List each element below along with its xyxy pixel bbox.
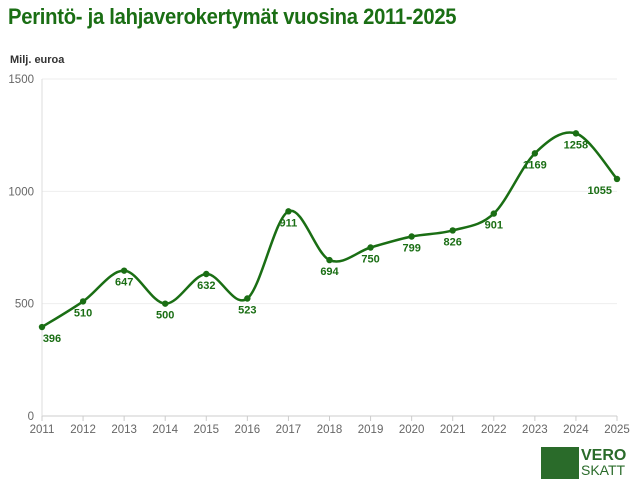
logo-text-skatt: SKATT — [581, 462, 626, 478]
data-point — [613, 175, 621, 183]
data-point — [244, 295, 251, 302]
data-point — [120, 267, 128, 274]
x-tick-label: 2016 — [235, 424, 261, 436]
data-point — [79, 298, 87, 305]
data-label: 1169 — [523, 159, 547, 171]
data-label: 396 — [43, 333, 61, 345]
data-label: 510 — [74, 307, 92, 319]
logo-text-vero: VERO — [581, 447, 627, 464]
x-tick-label: 2014 — [152, 424, 178, 436]
data-label: 901 — [485, 220, 503, 232]
data-label: 647 — [115, 277, 133, 289]
y-axis-label: Milj. euroa — [10, 54, 65, 66]
data-point — [285, 208, 292, 215]
data-point — [449, 227, 456, 234]
vero-skatt-logo: VERO SKATT — [541, 447, 626, 479]
y-tick-label: 500 — [15, 299, 34, 311]
series-line — [41, 131, 618, 329]
x-tick-label: 2025 — [604, 424, 630, 436]
data-point — [531, 150, 539, 157]
y-tick-label: 0 — [28, 411, 34, 423]
x-tick-label: 2019 — [358, 424, 384, 436]
data-label: 1055 — [588, 185, 612, 197]
x-tick-label: 2018 — [317, 424, 343, 436]
data-point — [490, 210, 497, 217]
x-tick-label: 2021 — [440, 424, 466, 436]
data-label: 500 — [156, 310, 174, 322]
x-tick-label: 2022 — [481, 424, 507, 436]
data-label: 694 — [320, 266, 339, 278]
x-tick-label: 2024 — [563, 424, 589, 436]
data-label: 632 — [197, 280, 215, 292]
data-label: 911 — [280, 217, 298, 229]
y-tick-label: 1000 — [8, 186, 34, 198]
x-tick-label: 2012 — [70, 424, 96, 436]
data-point — [408, 233, 415, 240]
x-tick-label: 2017 — [276, 424, 302, 436]
chart-title: Perintö- ja lahjaverokertymät vuosina 20… — [8, 4, 457, 29]
data-label: 1258 — [564, 139, 588, 151]
x-tick-label: 2013 — [111, 424, 137, 436]
data-point — [38, 323, 46, 331]
data-point — [572, 130, 580, 137]
data-point — [367, 244, 374, 251]
y-tick-label: 1500 — [8, 74, 34, 86]
data-point — [162, 300, 169, 307]
logo-emblem-icon — [541, 447, 579, 479]
x-tick-label: 2011 — [30, 424, 55, 436]
x-tick-label: 2020 — [399, 424, 425, 436]
data-label: 523 — [238, 304, 256, 316]
data-point — [326, 256, 333, 264]
data-label: 750 — [361, 254, 379, 266]
x-tick-label: 2023 — [522, 424, 548, 436]
data-label: 826 — [444, 236, 462, 248]
x-tick-label: 2015 — [193, 424, 219, 436]
data-label: 799 — [402, 242, 420, 254]
data-point — [203, 270, 210, 278]
